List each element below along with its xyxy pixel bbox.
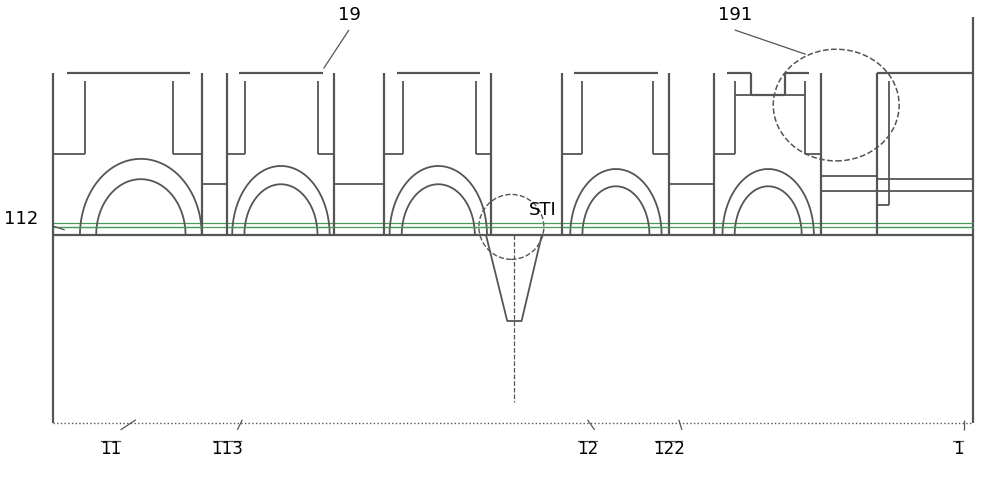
Text: 11: 11	[100, 440, 121, 458]
Text: 19: 19	[338, 6, 360, 24]
Text: STI: STI	[529, 201, 556, 219]
Text: 112: 112	[4, 210, 38, 228]
Text: 191: 191	[718, 6, 752, 24]
Text: 113: 113	[211, 440, 243, 458]
Text: 1: 1	[953, 440, 963, 458]
Text: 122: 122	[653, 440, 685, 458]
Text: 12: 12	[577, 440, 598, 458]
